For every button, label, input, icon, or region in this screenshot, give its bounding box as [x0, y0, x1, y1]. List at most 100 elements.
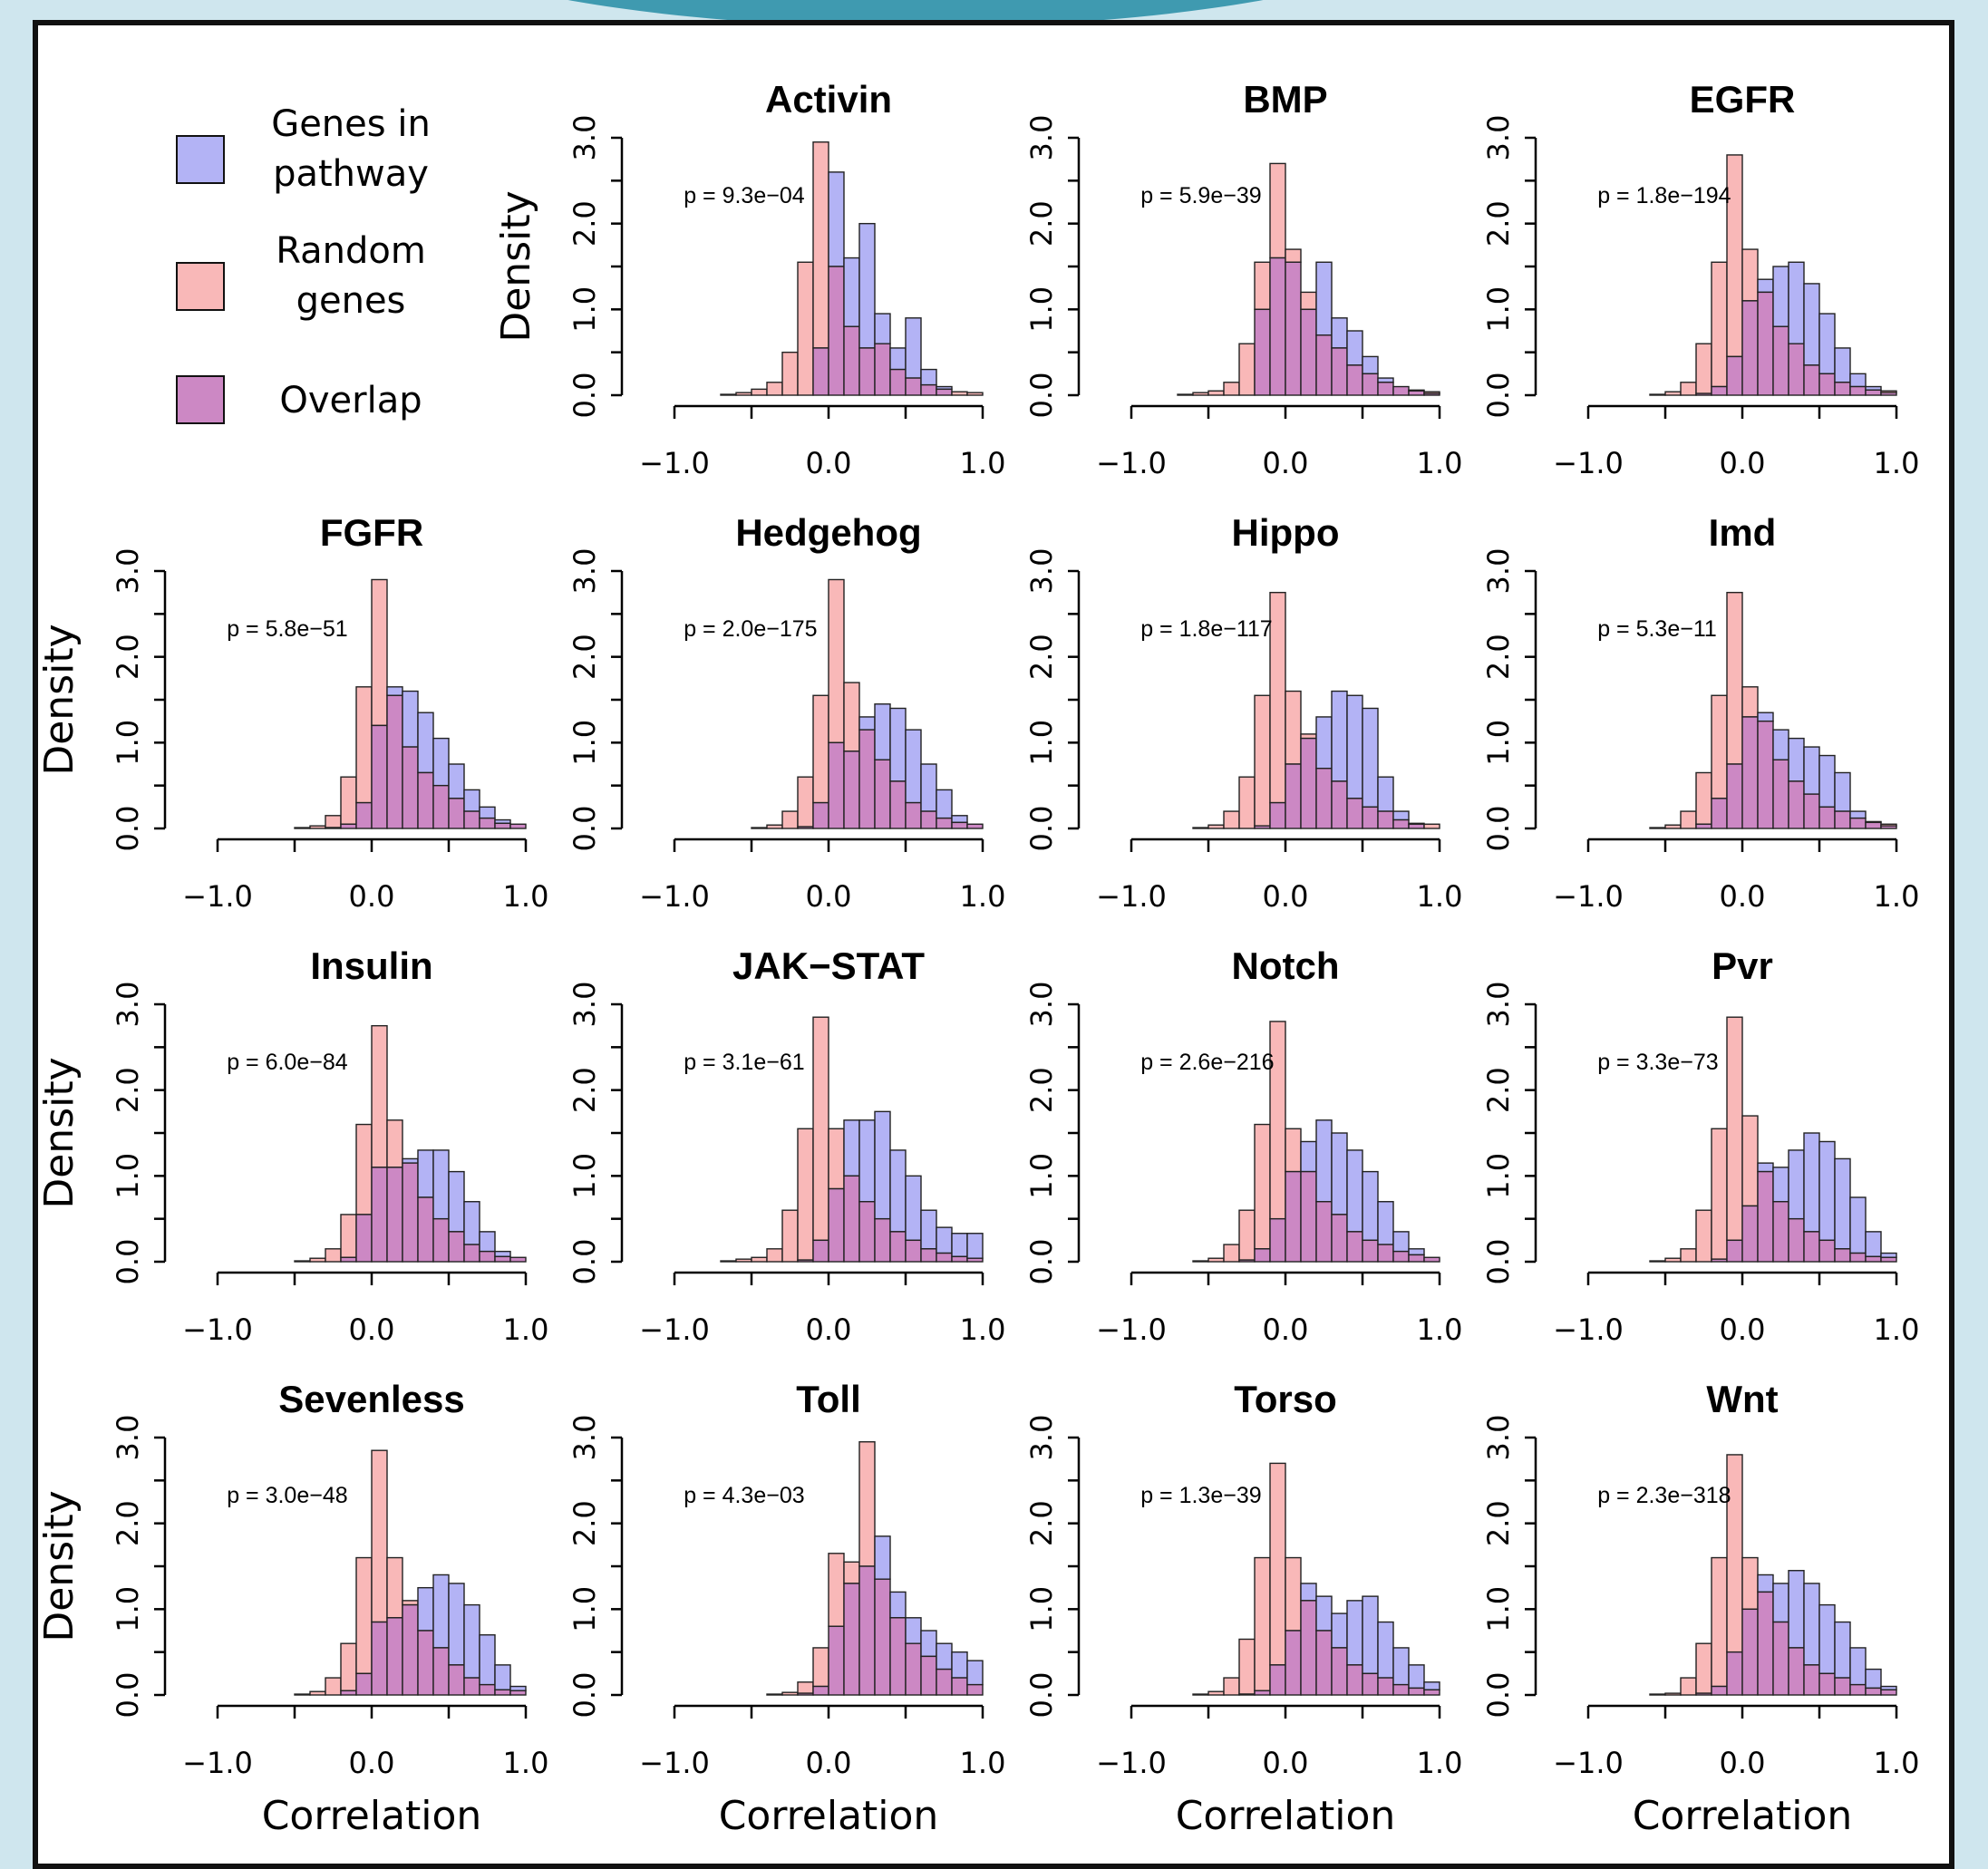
bar-pathway — [1757, 1574, 1774, 1593]
bar-pathway — [1377, 776, 1394, 812]
bar-overlap — [1362, 1239, 1379, 1263]
panel-title: Sevenless — [278, 1378, 465, 1420]
bar-pathway — [448, 1583, 465, 1666]
bar-overlap — [1849, 385, 1867, 396]
bar-overlap — [951, 1255, 968, 1263]
x-tick-label: 0.0 — [1263, 1746, 1309, 1780]
bar-pathway — [1362, 707, 1379, 809]
bar-overlap — [1803, 1231, 1820, 1263]
bar-random — [797, 1681, 814, 1694]
y-tick-label: 0.0 — [1481, 806, 1516, 852]
bar-random — [766, 1693, 783, 1696]
bar-pathway — [1362, 1170, 1379, 1242]
x-tick-label: 1.0 — [960, 1312, 1006, 1347]
bar-overlap — [1238, 1259, 1256, 1263]
bar-random — [294, 1260, 311, 1263]
x-tick-label: 1.0 — [1417, 446, 1463, 480]
y-tick-label: 2.0 — [1481, 1500, 1516, 1546]
bar-overlap — [1269, 1217, 1286, 1263]
x-tick-label: −1.0 — [1553, 1312, 1624, 1347]
bar-overlap — [448, 1664, 465, 1696]
panel-title: FGFR — [320, 511, 423, 554]
bar-random — [371, 1449, 388, 1623]
y-tick-label: 2.0 — [1481, 1067, 1516, 1113]
bar-overlap — [479, 817, 496, 829]
bar-overlap — [1315, 768, 1333, 829]
y-tick-label: 1.0 — [1024, 286, 1059, 333]
bar-random — [1680, 810, 1697, 829]
bar-overlap — [812, 801, 829, 829]
x-tick-label: −1.0 — [639, 879, 710, 914]
bar-overlap — [1726, 355, 1743, 396]
bar-overlap — [494, 822, 511, 829]
p-value: p = 3.3e−73 — [1597, 1050, 1718, 1075]
bar-random — [1711, 1556, 1728, 1688]
bar-pathway — [1392, 810, 1410, 821]
x-tick-label: −1.0 — [1096, 1312, 1167, 1347]
bar-random — [1741, 686, 1759, 718]
bar-overlap — [1818, 373, 1836, 396]
bar-random — [751, 388, 768, 396]
bar-overlap — [920, 1655, 937, 1696]
bar-pathway — [448, 1170, 465, 1233]
bar-pathway — [858, 716, 876, 731]
bar-overlap — [1788, 780, 1805, 829]
bar-overlap — [1865, 389, 1882, 396]
x-tick-label: 0.0 — [1263, 446, 1309, 480]
bar-pathway — [936, 1226, 953, 1254]
bar-pathway — [1788, 261, 1805, 344]
y-tick-label: 1.0 — [567, 1153, 602, 1199]
bar-overlap — [1285, 763, 1302, 829]
bar-random — [1254, 1123, 1271, 1250]
x-tick-label: 0.0 — [1720, 446, 1766, 480]
bar-random — [340, 1642, 357, 1691]
panel-fgfr: 0.0 1.0 2.0 3.0 −1.0 0.0 1.0 FGFR p = 5.8e−51 Den… — [38, 511, 548, 914]
bar-pathway — [1300, 1140, 1317, 1173]
panel-title: Torso — [1234, 1378, 1337, 1420]
bar-overlap — [1834, 382, 1851, 396]
bar-random — [340, 776, 357, 825]
bar-pathway — [1331, 1612, 1348, 1649]
bar-pathway — [843, 1119, 860, 1177]
panel-hippo: 0.0 1.0 2.0 3.0 −1.0 0.0 1.0 Hippo p = 1.8e−117 — [1024, 511, 1462, 914]
bar-pathway — [1331, 1132, 1348, 1215]
bar-overlap — [1300, 1600, 1317, 1696]
bar-random — [766, 824, 783, 829]
bar-overlap — [1726, 1651, 1743, 1696]
bar-overlap — [874, 1217, 891, 1263]
bar-overlap — [386, 1167, 403, 1263]
bar-overlap — [1834, 810, 1851, 829]
bar-overlap — [1377, 382, 1394, 396]
bar-random — [325, 1677, 342, 1696]
x-tick-label: 0.0 — [806, 446, 852, 480]
bar-overlap — [905, 1239, 922, 1263]
bar-random — [309, 825, 326, 829]
bar-pathway — [402, 690, 419, 748]
bar-overlap — [509, 1256, 527, 1263]
legend-item: Genes in pathway — [176, 103, 431, 195]
y-tick-label: 2.0 — [111, 634, 145, 680]
panel-bmp: 0.0 1.0 2.0 3.0 −1.0 0.0 1.0 BMP p = 5.9e−39 — [1024, 78, 1462, 480]
y-tick-label: 1.0 — [1481, 286, 1516, 333]
bar-random — [1223, 1677, 1240, 1696]
bar-random — [1680, 1677, 1697, 1696]
y-tick-label: 2.0 — [1481, 634, 1516, 680]
y-tick-label: 2.0 — [111, 1067, 145, 1113]
y-tick-label: 1.0 — [1024, 1586, 1059, 1632]
bar-pathway — [1788, 1149, 1805, 1220]
bar-overlap — [1408, 1687, 1425, 1696]
bar-overlap — [340, 823, 357, 829]
bar-pathway — [1331, 317, 1348, 349]
bar-overlap — [1880, 392, 1897, 396]
bar-random — [1649, 1693, 1666, 1696]
bar-pathway — [432, 737, 450, 787]
bar-overlap — [1772, 759, 1789, 829]
bar-pathway — [1849, 1647, 1867, 1686]
legend: Genes in pathway Random genes Overlap — [176, 103, 431, 424]
figure-panel: Genes in pathway Random genes Overlap 0.0 1.0 2… — [33, 20, 1954, 1869]
bar-random — [1269, 162, 1286, 259]
bar-pathway — [858, 222, 876, 349]
y-tick-label: 0.0 — [567, 373, 602, 419]
bar-random — [386, 1119, 403, 1168]
bar-overlap — [951, 821, 968, 829]
